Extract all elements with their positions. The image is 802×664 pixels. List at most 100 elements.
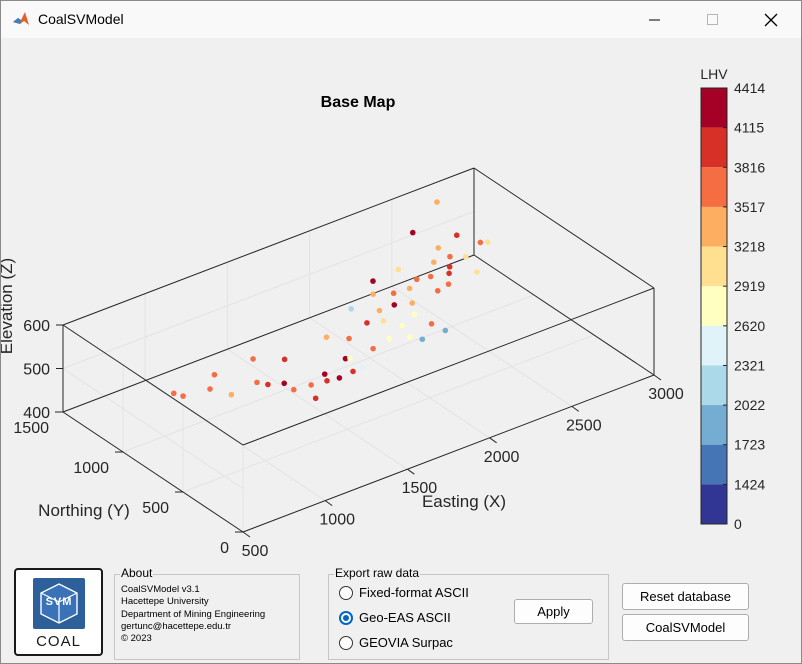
axis-box-edge	[473, 167, 655, 289]
scatter-point	[336, 375, 343, 381]
x-tick-mark	[489, 437, 497, 444]
about-line: CoalSVModel v3.1	[121, 584, 200, 595]
scatter-point	[395, 266, 402, 273]
x-tick-label: 3000	[648, 386, 684, 403]
plot-title: Base Map	[320, 94, 396, 111]
colorbar-tick-label: 2022	[734, 397, 765, 413]
maximize-icon	[707, 13, 718, 25]
scatter-point	[364, 320, 370, 326]
radio-indicator[interactable]	[339, 585, 353, 600]
axis-box-edge	[62, 411, 244, 533]
base-map-plot[interactable]: 5001000150020002500300005001000150040050…	[1, 38, 801, 558]
colorbar-tick-label: 2321	[734, 357, 765, 373]
colorbar-label: LHV	[700, 66, 728, 82]
radio-indicator[interactable]	[339, 635, 353, 650]
logo-mark-text: SVM	[45, 596, 73, 608]
y-tick-label: 1500	[13, 420, 49, 437]
scatter-point	[406, 285, 413, 292]
x-tick-mark	[242, 531, 251, 538]
close-button[interactable]	[742, 1, 800, 38]
colorbar-segment	[701, 325, 727, 366]
radio-fixed-format[interactable]: Fixed-format ASCII	[339, 585, 469, 600]
scatter-point	[324, 378, 330, 384]
colorbar-segment	[701, 365, 727, 406]
scatter-point	[409, 300, 416, 306]
export-title: Export raw data	[334, 566, 421, 580]
colorbar-tick-label: 0	[734, 516, 742, 532]
colorbar-segment	[701, 286, 727, 326]
scatter-point	[370, 278, 376, 284]
apply-button[interactable]: Apply	[514, 599, 593, 624]
scatter-point	[409, 229, 416, 236]
scatter-point	[281, 356, 288, 363]
floor-gridline	[309, 317, 490, 439]
scatter-point	[380, 318, 387, 324]
scatter-point	[376, 307, 383, 314]
colorbar-segment	[701, 127, 727, 168]
scatter-point	[413, 276, 420, 283]
axis-box-edge	[62, 167, 475, 326]
minimize-button[interactable]	[626, 1, 684, 38]
about-title: About	[120, 566, 154, 580]
scatter-point	[434, 199, 440, 205]
floor-gridline	[227, 348, 408, 470]
radio-label: Fixed-format ASCII	[359, 585, 469, 600]
scatter-point	[321, 371, 328, 377]
scatter-point	[228, 391, 235, 398]
scatter-point	[484, 239, 491, 245]
colorbar-segment	[701, 246, 727, 287]
z-tick-label: 500	[23, 362, 50, 379]
export-panel: Export raw data Fixed-format ASCII Geo-E…	[328, 566, 609, 660]
axis-box-edge	[62, 324, 244, 446]
about-line: Hacettepe University	[121, 596, 209, 608]
about-panel: About CoalSVModel v3.1 Hacettepe Univers…	[114, 566, 300, 660]
coal-logo: SVM COAL	[14, 568, 103, 656]
radio-geovia-surpac[interactable]: GEOVIA Surpac	[339, 635, 453, 650]
x-tick-mark	[653, 374, 662, 381]
x-tick-label: 1500	[402, 480, 438, 497]
colorbar-tick-label: 2620	[734, 318, 765, 334]
axis-box-edge	[242, 287, 655, 446]
z-tick-label: 400	[23, 405, 50, 422]
colorbar-tick-label: 1723	[734, 437, 765, 453]
floor-gridline	[122, 294, 535, 453]
back-wall-gridline	[62, 211, 475, 369]
y-tick-label: 500	[142, 500, 169, 517]
floor-gridline	[144, 380, 326, 502]
x-tick-label: 500	[242, 543, 269, 558]
floor-gridline	[391, 285, 573, 407]
scatter-point	[342, 355, 349, 362]
scatter-point	[411, 311, 418, 317]
scatter-point	[453, 232, 460, 239]
scatter-point	[442, 327, 449, 334]
coalsvmodel-button[interactable]: CoalSVModel	[622, 614, 749, 641]
y-axis-label: Northing (Y)	[38, 501, 130, 520]
colorbar-frame	[700, 87, 728, 525]
scatter-point	[348, 306, 355, 312]
about-text: CoalSVModel v3.1 Hacettepe University De…	[121, 584, 265, 645]
colorbar-segment	[701, 444, 727, 485]
colorbar-tick-label: 3816	[734, 159, 765, 175]
scatter-point	[254, 379, 260, 386]
radio-indicator[interactable]	[339, 610, 353, 625]
about-line: gertunc@hacettepe.edu.tr	[121, 620, 231, 632]
scatter-point	[346, 335, 352, 342]
colorbar-tick-label: 1424	[734, 476, 765, 492]
radio-geo-eas[interactable]: Geo-EAS ASCII	[339, 610, 451, 625]
scatter-point	[281, 380, 288, 387]
close-icon	[764, 13, 778, 26]
scatter-point	[391, 302, 398, 308]
matlab-icon	[13, 12, 29, 25]
x-tick-label: 1000	[319, 512, 355, 529]
maximize-button[interactable]	[684, 1, 742, 38]
scatter-point	[427, 273, 434, 280]
x-tick-label: 2500	[566, 417, 602, 434]
floor-gridline	[182, 334, 595, 493]
scatter-point	[474, 269, 480, 275]
title-bar: CoalSVModel	[1, 1, 801, 38]
reset-database-button[interactable]: Reset database	[622, 583, 749, 610]
scatter-point	[447, 253, 453, 260]
about-line: Department of Mining Engineering	[121, 608, 266, 620]
scatter-point	[434, 287, 441, 294]
y-tick-label: 0	[220, 540, 229, 557]
